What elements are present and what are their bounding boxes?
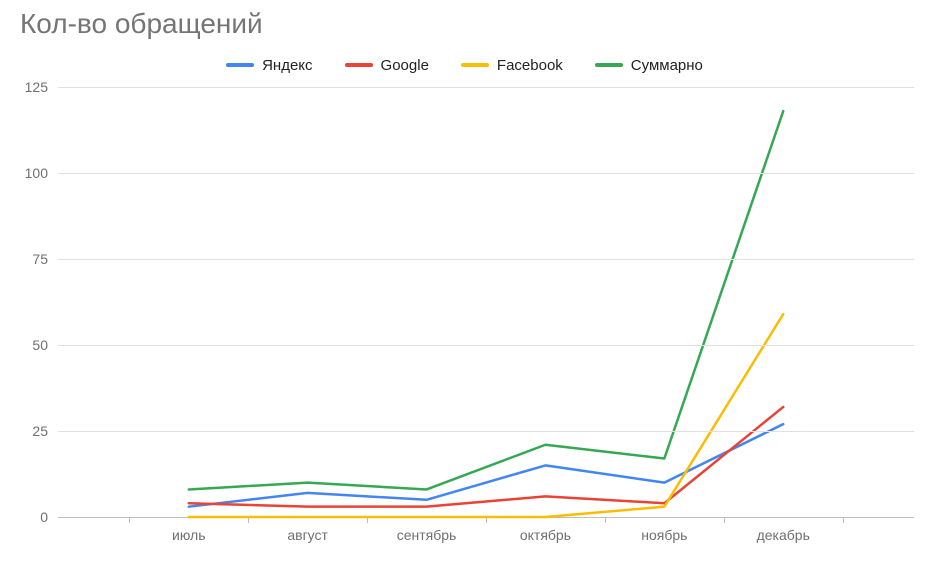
y-axis-label: 25	[32, 423, 48, 439]
x-axis-tick	[724, 517, 725, 523]
x-axis-label: октябрь	[520, 527, 571, 543]
legend-item: Google	[345, 57, 429, 74]
legend-swatch	[345, 63, 373, 67]
y-axis-label: 100	[25, 165, 48, 181]
x-axis-label: август	[287, 527, 328, 543]
legend-swatch	[461, 63, 489, 67]
x-axis-tick	[486, 517, 487, 523]
x-axis-label: декабрь	[757, 527, 810, 543]
legend-swatch	[226, 63, 254, 67]
legend-label: Google	[381, 57, 429, 74]
x-axis-tick	[367, 517, 368, 523]
legend-item: Суммарно	[595, 57, 703, 74]
legend-swatch	[595, 63, 623, 67]
y-axis-label: 0	[40, 509, 48, 525]
series-line	[189, 424, 784, 507]
chart-container: Кол-во обращений Яндекс Google Facebook Сум…	[0, 0, 929, 574]
x-axis-tick	[605, 517, 606, 523]
plot-area: 0255075100125июльавгустсентябрьоктябрьно…	[58, 87, 914, 518]
y-axis-label: 50	[32, 337, 48, 353]
gridline	[58, 431, 914, 432]
gridline	[58, 259, 914, 260]
x-axis-tick	[843, 517, 844, 523]
y-axis-label: 125	[25, 79, 48, 95]
x-axis-tick	[248, 517, 249, 523]
legend-item: Facebook	[461, 57, 563, 74]
y-axis-label: 75	[32, 251, 48, 267]
series-line	[189, 111, 784, 489]
x-axis-label: ноябрь	[641, 527, 687, 543]
x-axis-label: июль	[172, 527, 205, 543]
gridline	[58, 345, 914, 346]
legend-item: Яндекс	[226, 57, 312, 74]
legend: Яндекс Google Facebook Суммарно	[0, 54, 929, 74]
chart-title: Кол-во обращений	[20, 8, 263, 40]
x-axis-label: сентябрь	[397, 527, 457, 543]
legend-label: Суммарно	[631, 57, 703, 74]
legend-label: Facebook	[497, 57, 563, 74]
line-series-layer	[58, 87, 914, 517]
legend-label: Яндекс	[262, 57, 312, 74]
x-axis-tick	[129, 517, 130, 523]
gridline	[58, 87, 914, 88]
gridline	[58, 173, 914, 174]
